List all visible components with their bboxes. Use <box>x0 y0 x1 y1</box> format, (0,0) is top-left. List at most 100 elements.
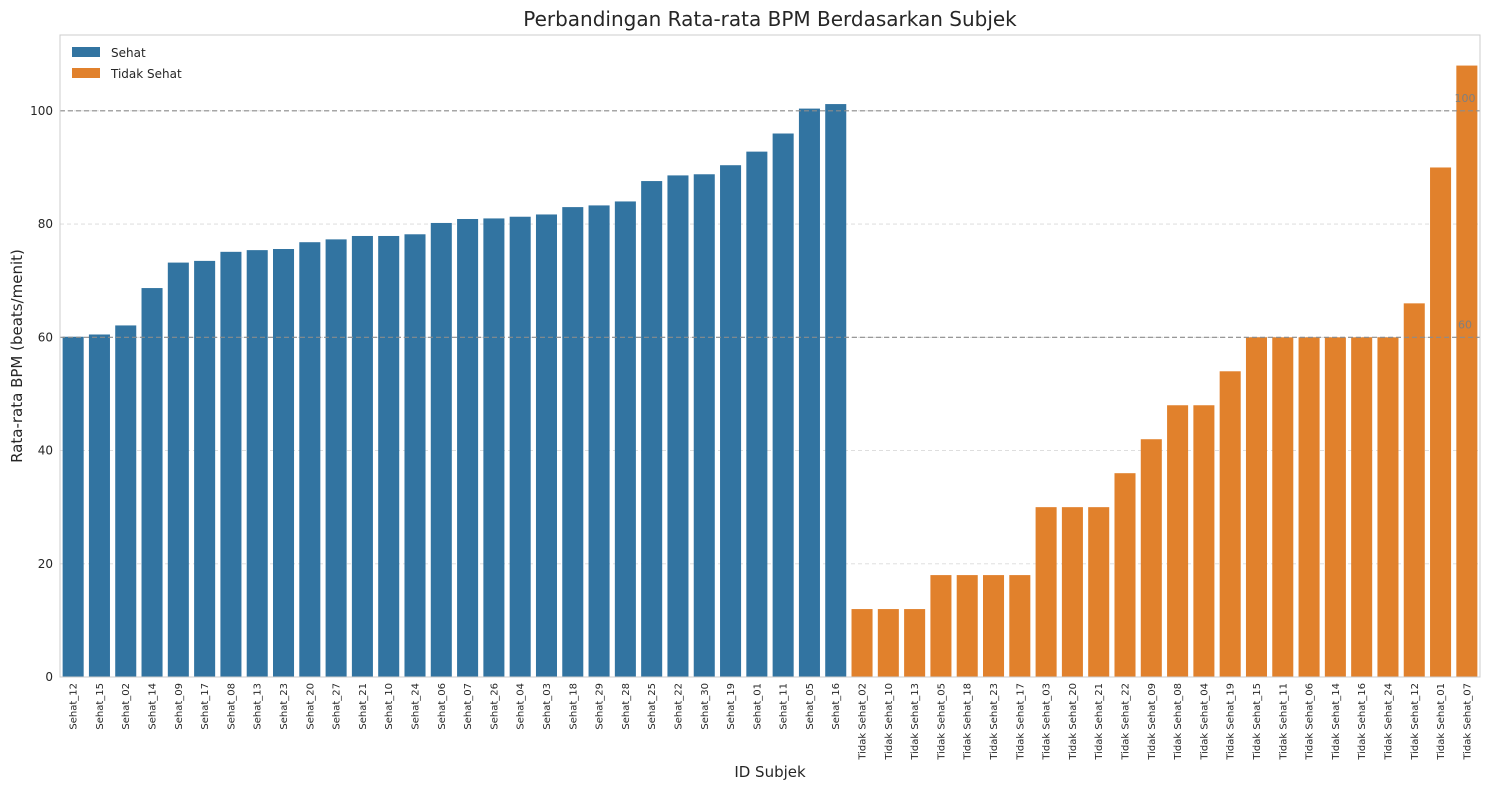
x-tick-label: Sehat_04 <box>516 683 527 730</box>
x-tick-label: Sehat_28 <box>621 683 632 730</box>
x-tick-label: Tidak Sehat_14 <box>1331 683 1342 761</box>
y-tick-label: 80 <box>38 217 53 231</box>
x-tick-label: Tidak Sehat_07 <box>1462 683 1473 761</box>
legend-swatch <box>72 68 100 78</box>
bar <box>720 165 742 677</box>
bar <box>1272 337 1294 677</box>
bar <box>588 205 610 677</box>
y-tick-label: 40 <box>38 444 53 458</box>
bar <box>483 218 505 677</box>
x-tick-label: Tidak Sehat_10 <box>884 683 895 761</box>
reference-line-label: 60 <box>1458 318 1472 331</box>
bar <box>1035 507 1057 677</box>
bar <box>299 242 321 677</box>
x-tick-label: Tidak Sehat_12 <box>1410 683 1421 761</box>
bar <box>404 234 426 677</box>
bar <box>167 262 189 677</box>
x-tick-label: Sehat_20 <box>305 683 316 730</box>
bar <box>62 336 84 677</box>
bar <box>430 222 452 677</box>
bar <box>1245 337 1267 677</box>
x-tick-label: Tidak Sehat_01 <box>1436 683 1447 761</box>
x-tick-label: Tidak Sehat_08 <box>1173 683 1184 761</box>
x-tick-label: Tidak Sehat_04 <box>1199 683 1210 761</box>
bar <box>1219 371 1241 677</box>
x-tick-label: Sehat_29 <box>595 683 606 730</box>
x-tick-label: Sehat_03 <box>542 683 553 730</box>
bar <box>1403 303 1425 677</box>
bar <box>1140 439 1162 677</box>
bar <box>457 218 479 678</box>
bar <box>693 174 715 677</box>
x-tick-label: Sehat_14 <box>148 683 159 730</box>
bar <box>798 108 820 677</box>
x-tick-label: Tidak Sehat_03 <box>1042 683 1053 761</box>
x-tick-label: Sehat_24 <box>411 683 422 730</box>
bar <box>378 235 400 678</box>
bar <box>1377 337 1399 677</box>
bar <box>220 251 242 677</box>
bar <box>904 609 926 677</box>
bar <box>956 575 978 677</box>
bar <box>535 214 557 677</box>
bar <box>1324 337 1346 677</box>
x-tick-label: Tidak Sehat_13 <box>910 683 921 761</box>
x-tick-label: Sehat_08 <box>226 683 237 730</box>
bar <box>614 201 636 677</box>
bar <box>351 235 373 678</box>
x-tick-label: Tidak Sehat_05 <box>936 683 947 761</box>
x-tick-label: Tidak Sehat_19 <box>1226 683 1237 761</box>
x-tick-label: Tidak Sehat_24 <box>1383 683 1394 761</box>
y-tick-label: 0 <box>45 670 53 684</box>
legend-label: Tidak Sehat <box>110 67 182 81</box>
bar <box>825 104 847 677</box>
bar <box>194 260 216 677</box>
bar <box>667 175 689 678</box>
x-tick-label: Sehat_18 <box>568 683 579 730</box>
bar <box>1193 405 1215 677</box>
legend-swatch <box>72 47 100 57</box>
x-tick-label: Tidak Sehat_16 <box>1357 683 1368 761</box>
bar <box>930 575 952 677</box>
bar <box>115 325 137 677</box>
x-tick-label: Tidak Sehat_22 <box>1121 683 1132 761</box>
x-tick-label: Sehat_19 <box>726 683 737 730</box>
x-tick-label: Sehat_02 <box>121 683 132 730</box>
x-tick-label: Sehat_11 <box>779 683 790 730</box>
x-axis-label: ID Subjek <box>734 763 806 781</box>
bar <box>1088 507 1110 677</box>
y-tick-label: 100 <box>30 104 53 118</box>
x-tick-label: Tidak Sehat_23 <box>989 683 1000 761</box>
x-tick-label: Sehat_23 <box>279 683 290 730</box>
y-axis-label: Rata-rata BPM (beats/menit) <box>8 249 26 463</box>
reference-line-label: 100 <box>1455 92 1476 105</box>
bar <box>1351 337 1373 677</box>
legend-label: Sehat <box>111 46 146 60</box>
x-tick-label: Sehat_07 <box>463 683 474 730</box>
bar <box>1298 337 1320 677</box>
bar <box>1167 405 1189 677</box>
x-tick-label: Tidak Sehat_09 <box>1147 683 1158 761</box>
bar <box>562 207 584 677</box>
x-tick-label: Sehat_17 <box>200 683 211 730</box>
y-tick-label: 20 <box>38 557 53 571</box>
x-tick-label: Sehat_10 <box>384 683 395 730</box>
x-tick-label: Sehat_27 <box>332 683 343 730</box>
bar <box>1456 65 1478 678</box>
x-tick-label: Sehat_21 <box>358 683 369 730</box>
x-tick-label: Tidak Sehat_11 <box>1278 683 1289 761</box>
x-tick-label: Sehat_13 <box>253 683 264 730</box>
bar <box>1061 507 1083 677</box>
plot-area: 0 20 40 60 80 100 Sehat_12 Sehat_15 Sehat_02 Seha… <box>30 34 1481 761</box>
bar <box>509 216 531 677</box>
x-tick-label: Sehat_15 <box>95 683 106 730</box>
x-tick-label: Sehat_01 <box>752 683 763 730</box>
bar <box>1009 575 1031 677</box>
x-tick-label: Sehat_09 <box>174 683 185 730</box>
x-tick-label: Tidak Sehat_15 <box>1252 683 1263 761</box>
bar <box>877 609 899 677</box>
chart-title: Perbandingan Rata-rata BPM Berdasarkan S… <box>523 7 1017 31</box>
x-tick-label: Sehat_25 <box>647 683 658 730</box>
